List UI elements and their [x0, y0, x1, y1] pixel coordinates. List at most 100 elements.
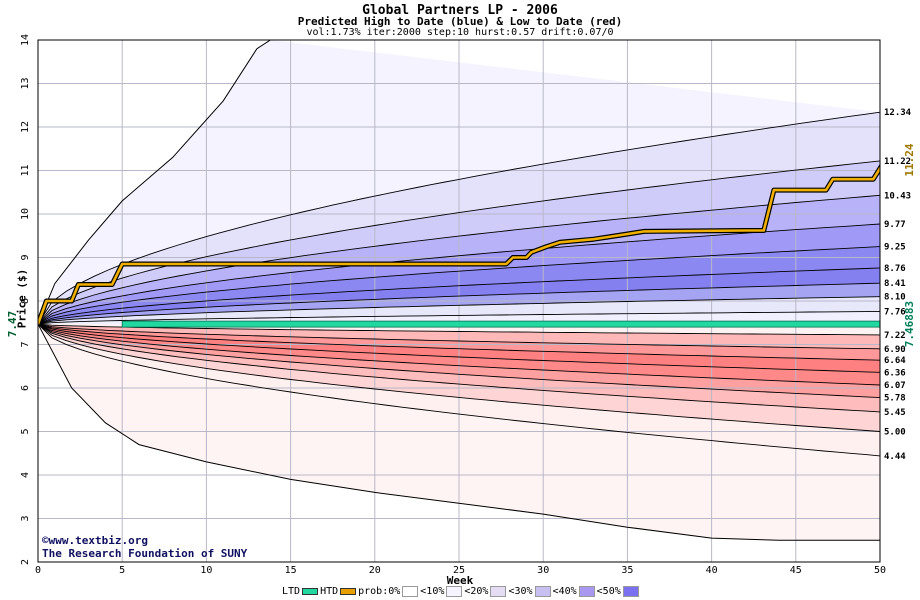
y-tick-11: 11: [20, 164, 31, 176]
legend-swatch: [578, 586, 595, 597]
contour-5.00: [38, 323, 880, 432]
legend: LTD HTD prob:0% <10% <20% <30% <40% <50%: [282, 586, 641, 597]
y-tick-12: 12: [20, 121, 31, 133]
contour-8.41: [38, 282, 880, 325]
y-tick-14: 14: [20, 34, 31, 46]
legend-swatch: [302, 588, 319, 595]
x-tick-20: 20: [369, 565, 381, 576]
low-band-4: [38, 324, 880, 373]
band-label-6.90: 6.90: [884, 345, 906, 355]
low-band-6: [38, 324, 880, 398]
y-tick-2: 2: [20, 559, 31, 565]
x-tick-5: 5: [119, 565, 125, 576]
contour-5.78: [38, 323, 880, 399]
contour-7.22: [38, 323, 880, 336]
band-end-labels: 12.3411.2210.439.779.258.768.418.107.767…: [884, 108, 916, 462]
band-label-8.41: 8.41: [884, 279, 906, 289]
x-tick-45: 45: [790, 565, 802, 576]
plot-frame: [37, 39, 881, 563]
legend-swatch: [446, 586, 463, 597]
high-band-1: [38, 40, 880, 325]
contour-6.64: [38, 323, 880, 361]
y-tick-8: 8: [20, 298, 31, 304]
legend-label: HTD: [320, 586, 339, 597]
legend-item-1: HTD: [320, 586, 358, 597]
legend-label: <30%: [508, 586, 533, 597]
legend-item-6: <40%: [553, 586, 597, 597]
legend-label: prob:0%: [358, 586, 401, 597]
band-label-10.43: 10.43: [884, 191, 911, 201]
legend-swatch: [622, 586, 639, 597]
x-tick-35: 35: [621, 565, 633, 576]
band-label-6.64: 6.64: [884, 356, 906, 366]
x-axis-label: Week: [447, 574, 474, 587]
contour-5.45: [38, 323, 880, 413]
band-label-5.00: 5.00: [884, 428, 906, 438]
contour-12.34: [38, 111, 880, 325]
contour-7.76: [38, 310, 880, 325]
y-tick-5: 5: [20, 428, 31, 434]
band-label-6.07: 6.07: [884, 381, 906, 391]
y-tick-13: 13: [20, 77, 31, 89]
high-band-4: [38, 195, 880, 325]
x-tick-30: 30: [537, 565, 549, 576]
contour-4.44: [38, 323, 880, 457]
band-label-9.77: 9.77: [884, 220, 906, 230]
credit-url[interactable]: ©www.textbiz.org: [42, 534, 148, 547]
low-band-9: [38, 324, 880, 456]
y-tick-7: 7: [20, 341, 31, 347]
legend-label: <50%: [596, 586, 621, 597]
legend-label: <20%: [464, 586, 489, 597]
legend-item-5: <30%: [508, 586, 552, 597]
y-axis-label: Price ($): [15, 268, 29, 329]
axes: [37, 39, 881, 563]
y-tick-9: 9: [20, 254, 31, 260]
x-tick-25: 25: [453, 565, 465, 576]
low-band-8: [38, 324, 880, 432]
legend-swatch: [490, 586, 507, 597]
high-band-2: [38, 112, 880, 325]
band-label-5.78: 5.78: [884, 394, 906, 404]
high-band-5: [38, 224, 880, 325]
band-label-5.45: 5.45: [884, 408, 906, 418]
low-band-5: [38, 324, 880, 385]
tick-labels: 0 5 10 15 20 25 30 35 40 45 50234567891011121314We…: [6, 34, 886, 587]
legend-item-0: LTD: [282, 586, 320, 597]
chart-subtitle: Predicted High to Date (blue) & Low to D…: [297, 15, 623, 28]
band-label-11.22: 11.22: [884, 157, 911, 167]
legend-label: <10%: [420, 586, 445, 597]
legend-swatch: [340, 588, 357, 595]
y-tick-10: 10: [20, 208, 31, 220]
x-tick-50: 50: [874, 565, 886, 576]
contour-10.43: [38, 194, 880, 325]
contour-9.25: [38, 246, 880, 325]
y-tick-6: 6: [20, 385, 31, 391]
x-tick-0: 0: [35, 565, 41, 576]
htd-end-label: 11.24: [903, 143, 916, 176]
contour-9.77: [38, 223, 880, 325]
outer-high-line: [38, 40, 271, 325]
contour-6.90: [38, 323, 880, 350]
legend-item-4: <20%: [464, 586, 508, 597]
x-tick-10: 10: [200, 565, 212, 576]
ltd-line: [121, 320, 880, 328]
contour-6.36: [38, 323, 880, 373]
contour-8.76: [38, 267, 880, 325]
legend-label: LTD: [282, 586, 301, 597]
band-label-7.22: 7.22: [884, 331, 906, 341]
contour-lines: [38, 40, 880, 541]
band-label-6.36: 6.36: [884, 368, 906, 378]
low-band-7: [38, 324, 880, 412]
band-label-12.34: 12.34: [884, 108, 912, 118]
x-tick-40: 40: [706, 565, 718, 576]
x-tick-15: 15: [285, 565, 297, 576]
chart-title: Global Partners LP - 2006: [362, 3, 558, 18]
band-label-8.76: 8.76: [884, 264, 906, 274]
band-label-7.76: 7.76: [884, 307, 906, 317]
htd-line: [38, 165, 880, 325]
high-band-3: [38, 160, 880, 325]
legend-swatch: [534, 586, 551, 597]
chart-params: vol:1.73% iter:2000 step:10 hurst:0.57 d…: [306, 27, 614, 38]
band-label-9.25: 9.25: [884, 243, 906, 253]
